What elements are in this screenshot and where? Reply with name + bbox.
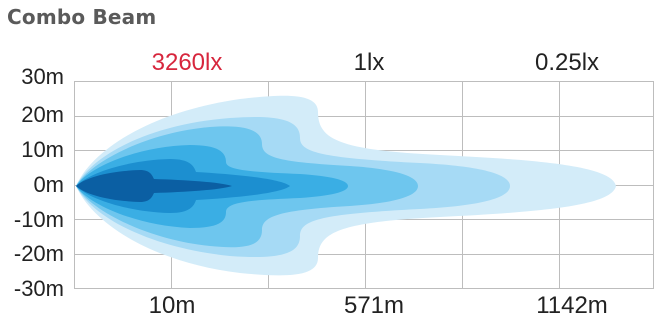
- y-tick-30: 30m: [21, 64, 64, 89]
- y-tick-20: 20m: [21, 102, 64, 127]
- y-tick-neg30: -30m: [13, 276, 64, 301]
- y-tick-0: 0m: [33, 172, 64, 197]
- chart-title: Combo Beam: [7, 5, 157, 29]
- lux-label-mid: 1lx: [353, 49, 385, 76]
- lux-label-low: 0.25lx: [534, 49, 600, 76]
- y-tick-10: 10m: [21, 137, 64, 162]
- x-tick-3: 1142m: [536, 292, 608, 319]
- x-tick-2: 571m: [343, 292, 405, 319]
- lux-label-high: 3260lx: [151, 49, 223, 76]
- x-tick-1: 10m: [148, 292, 196, 319]
- y-tick-neg10: -10m: [13, 207, 64, 232]
- beam-zone-6: [76, 170, 232, 202]
- y-tick-neg20: -20m: [13, 241, 64, 266]
